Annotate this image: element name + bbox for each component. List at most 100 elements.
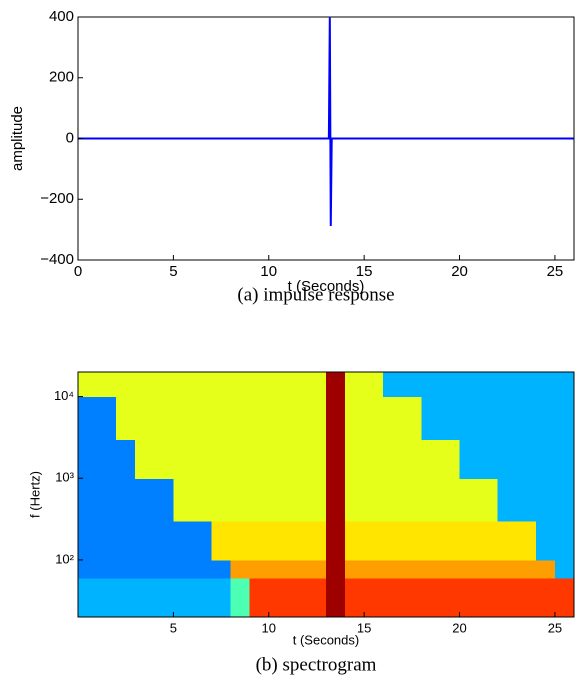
heat-cell	[116, 439, 136, 479]
heat-cell	[459, 372, 480, 398]
heat-cell	[516, 559, 537, 579]
heat-cell	[287, 439, 308, 479]
heat-cell	[192, 559, 213, 579]
heat-cell	[459, 478, 480, 522]
heat-cell	[97, 396, 117, 440]
x-tick-label: 25	[548, 620, 562, 635]
heat-cell	[497, 478, 518, 522]
heat-cell	[478, 520, 499, 561]
heat-cell	[211, 372, 232, 398]
heat-cell	[459, 396, 480, 440]
heat-cell	[192, 439, 213, 479]
heat-cell	[287, 578, 308, 618]
heat-cell	[230, 478, 251, 522]
plot-frame	[77, 371, 575, 618]
heat-cell	[326, 520, 346, 561]
heat-cell	[345, 396, 365, 440]
heat-cell	[211, 439, 232, 479]
heat-cell	[535, 520, 556, 561]
heat-cell	[287, 520, 308, 561]
heat-cell	[516, 578, 537, 618]
heat-cell	[211, 396, 232, 440]
heat-cell	[535, 439, 556, 479]
heat-cell	[173, 396, 193, 440]
heat-cell	[97, 372, 117, 398]
heat-cell	[364, 520, 384, 561]
heat-cell	[345, 478, 365, 522]
heat-cell	[211, 559, 232, 579]
heat-cell	[459, 559, 480, 579]
heat-cell	[154, 396, 174, 440]
heat-cell	[345, 578, 365, 618]
x-tick-label: 5	[169, 263, 177, 280]
heat-cell	[268, 578, 289, 618]
heat-cell	[440, 396, 461, 440]
heat-cell	[306, 559, 327, 579]
chart-caption: (b) spectrogram	[256, 654, 377, 675]
heat-cell	[497, 559, 518, 579]
heat-cell	[192, 478, 213, 522]
heat-cell	[135, 396, 155, 440]
heat-cell	[306, 439, 327, 479]
heat-cell	[249, 520, 270, 561]
heat-cell	[497, 520, 518, 561]
heat-cell	[554, 439, 575, 479]
heat-cell	[421, 478, 441, 522]
heat-cell	[192, 396, 213, 440]
heat-cell	[306, 372, 327, 398]
heat-cell	[97, 478, 117, 522]
heat-cell	[440, 559, 461, 579]
heat-cell	[364, 439, 384, 479]
heat-cell	[173, 520, 193, 561]
heat-cell	[554, 520, 575, 561]
heat-cell	[421, 578, 441, 618]
heat-cell	[326, 578, 346, 618]
heat-cell	[78, 559, 98, 579]
heat-cell	[535, 396, 556, 440]
heat-cell	[173, 439, 193, 479]
heat-cell	[497, 578, 518, 618]
x-axis-label: t (Seconds)	[288, 278, 365, 295]
heat-cell	[421, 439, 441, 479]
x-tick-label: 20	[452, 620, 466, 635]
heat-cell	[287, 372, 308, 398]
heat-cell	[97, 559, 117, 579]
heat-cell	[78, 396, 98, 440]
heat-cell	[230, 372, 251, 398]
heat-cell	[154, 372, 174, 398]
heat-cell	[402, 559, 422, 579]
heat-cell	[402, 396, 422, 440]
heat-cell	[78, 520, 98, 561]
y-tick-label: 10³	[55, 470, 74, 485]
heat-cell	[135, 578, 155, 618]
heat-cell	[230, 578, 251, 618]
heat-cell	[345, 559, 365, 579]
heat-cell	[135, 372, 155, 398]
heat-cell	[154, 578, 174, 618]
heat-cell	[516, 439, 537, 479]
heat-cell	[326, 439, 346, 479]
heat-cell	[173, 478, 193, 522]
heat-cell	[192, 578, 213, 618]
heat-cell	[116, 559, 136, 579]
chart-caption: (a) impulse response	[237, 284, 394, 305]
heat-cell	[440, 439, 461, 479]
y-tick-label: 400	[49, 8, 74, 25]
heat-cell	[516, 520, 537, 561]
heat-cell	[135, 478, 155, 522]
x-tick-label: 15	[357, 620, 371, 635]
x-tick-label: 15	[356, 263, 373, 280]
heat-cell	[459, 520, 480, 561]
heat-cell	[383, 578, 403, 618]
heat-cell	[116, 520, 136, 561]
heat-cell	[402, 478, 422, 522]
heat-cell	[154, 478, 174, 522]
heat-cell	[116, 478, 136, 522]
x-tick-label: 0	[74, 263, 82, 280]
heat-cell	[516, 478, 537, 522]
heat-cell	[402, 372, 422, 398]
heat-cell	[306, 396, 327, 440]
heat-cell	[421, 559, 441, 579]
heat-cell	[249, 396, 270, 440]
